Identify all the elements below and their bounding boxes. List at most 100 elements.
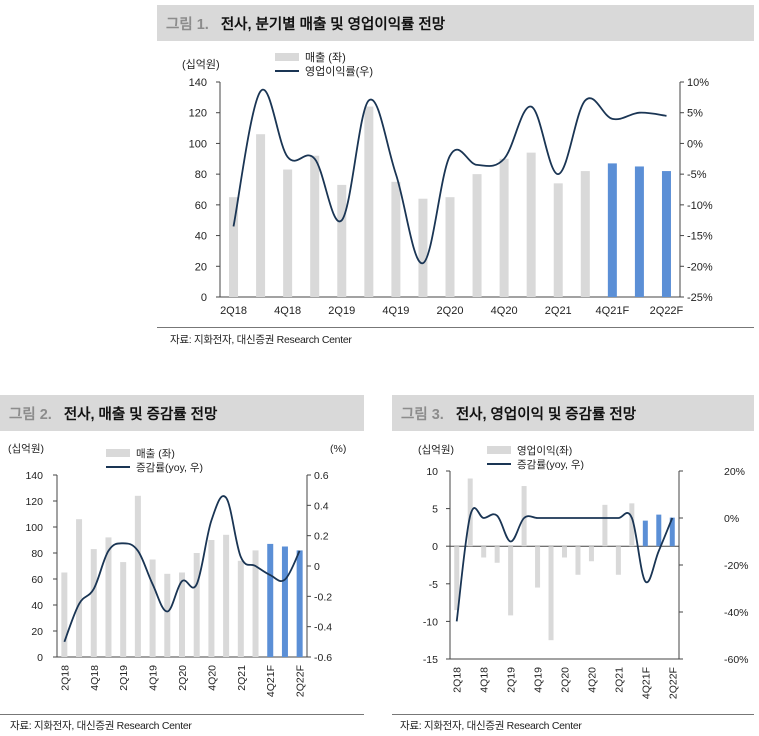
legend-line-label: 영업이익률(우) xyxy=(305,65,373,78)
right-tick-label: -5% xyxy=(687,169,707,181)
figure-1-source-divider xyxy=(157,327,754,328)
left-axis-unit: (십억원) xyxy=(182,58,220,71)
bar-3Q18 xyxy=(76,519,83,657)
figure-2-source: 자료: 지화전자, 대신증권 Research Center xyxy=(10,720,192,732)
legend-bar-label: 영업이익(좌) xyxy=(517,444,572,457)
x-tick-label: 2Q22F xyxy=(667,667,679,699)
bar-3Q19 xyxy=(364,106,374,297)
right-tick-label: 0% xyxy=(687,138,703,150)
right-tick-label: -25% xyxy=(687,292,713,304)
bar-2Q21 xyxy=(615,546,621,575)
legend-bar-label: 매출 (좌) xyxy=(136,448,175,460)
bar-4Q20 xyxy=(588,546,594,562)
x-tick-label: 2Q22F xyxy=(650,305,684,317)
x-tick-label: 2Q19 xyxy=(506,667,518,693)
x-tick-label: 4Q19 xyxy=(382,305,409,317)
left-tick-label: 80 xyxy=(195,169,207,181)
right-tick-label: -60% xyxy=(724,654,749,666)
x-tick-label: 4Q19 xyxy=(148,665,160,691)
bar-2Q19 xyxy=(337,184,347,297)
figure-3-header: 그림 3. 전사, 영업이익 및 증감률 전망 xyxy=(392,395,754,431)
bar-4Q19 xyxy=(535,546,541,588)
bar-1Q19 xyxy=(494,546,500,563)
bar-1Q21 xyxy=(602,504,608,547)
x-tick-label: 2Q20 xyxy=(560,667,572,693)
bar-4Q21F xyxy=(607,163,617,297)
left-tick-label: 0 xyxy=(37,652,43,664)
bar-3Q20 xyxy=(472,174,482,297)
right-tick-label: 0.6 xyxy=(314,470,329,482)
bar-1Q20 xyxy=(548,546,554,641)
left-tick-label: 100 xyxy=(189,138,207,150)
x-tick-label: 4Q18 xyxy=(89,665,101,691)
line-series-1 xyxy=(232,88,667,265)
figure-3-source: 자료: 지화전자, 대신증권 Research Center xyxy=(400,720,582,732)
figure-3-title: 전사, 영업이익 및 증감률 전망 xyxy=(455,406,637,423)
bar-2Q18 xyxy=(61,572,68,657)
x-tick-label: 2Q18 xyxy=(220,305,247,317)
bar-3Q18 xyxy=(256,134,266,297)
bar-1Q19 xyxy=(310,155,320,297)
x-tick-label: 4Q20 xyxy=(206,665,218,691)
bar-4Q21F xyxy=(642,520,648,547)
bar-1Q21 xyxy=(526,152,536,297)
x-tick-label: 4Q18 xyxy=(479,667,491,693)
x-tick-label: 4Q21F xyxy=(265,665,277,697)
right-tick-label: 20% xyxy=(724,466,745,478)
legend-line-label: 증감률(yoy, 우) xyxy=(136,462,203,474)
right-tick-label: -15% xyxy=(687,231,713,243)
bar-1Q20 xyxy=(418,198,428,297)
x-tick-label: 2Q21 xyxy=(236,665,248,691)
figure-3-label: 그림 3. xyxy=(401,406,444,423)
right-tick-label: -40% xyxy=(724,607,749,619)
bar-2Q22F xyxy=(296,550,303,657)
right-tick-label: 10% xyxy=(687,77,709,89)
left-tick-label: 10 xyxy=(426,466,438,478)
right-axis-unit: (%) xyxy=(330,443,346,455)
figure-1-header: 그림 1. 전사, 분기별 매출 및 영업이익률 전망 xyxy=(157,5,754,41)
figure-1-chart: 0 20 40 60 80 100 120 140 -25% -20% -15% -10% -5% 0% 5… xyxy=(182,51,713,317)
bar-1Q22F xyxy=(281,546,288,657)
x-tick-label: 2Q22F xyxy=(295,665,307,697)
figure-1-title: 전사, 분기별 매출 및 영업이익률 전망 xyxy=(220,16,446,33)
bar-3Q20 xyxy=(193,553,200,657)
right-tick-label: 0.2 xyxy=(314,531,329,543)
left-axis-unit: (십억원) xyxy=(8,443,44,455)
figure-1-label: 그림 1. xyxy=(166,16,209,33)
left-tick-label: 0 xyxy=(432,541,438,553)
left-tick-label: 100 xyxy=(25,522,43,534)
bar-3Q20 xyxy=(575,546,581,575)
x-tick-label: 2Q21 xyxy=(613,667,625,693)
right-tick-label: 0% xyxy=(724,513,739,525)
figure-2-label: 그림 2. xyxy=(9,406,52,423)
bar-2Q21 xyxy=(237,560,244,657)
legend-line-label: 증감률(yoy, 우) xyxy=(517,459,584,471)
x-tick-label: 4Q18 xyxy=(274,305,301,317)
bar-2Q19 xyxy=(120,562,127,657)
left-tick-label: 60 xyxy=(31,574,43,586)
bar-1Q21 xyxy=(223,534,230,657)
x-tick-label: 4Q21F xyxy=(640,667,652,699)
left-tick-label: 20 xyxy=(195,261,207,273)
bar-4Q20 xyxy=(499,158,509,297)
line-series-3 xyxy=(455,507,674,622)
figure-3-chart: -15 -10 -5 0 5 10 -60% -40% -20% 0% 20% (십억원) 2Q18 4Q… xyxy=(418,444,749,699)
left-tick-label: 40 xyxy=(195,231,207,243)
bar-4Q18 xyxy=(283,169,293,297)
x-tick-label: 2Q20 xyxy=(177,665,189,691)
figure-1-source: 자료: 지화전자, 대신증권 Research Center xyxy=(170,334,352,346)
left-tick-label: 140 xyxy=(189,77,207,89)
left-tick-label: 120 xyxy=(189,108,207,120)
bar-1Q19 xyxy=(105,537,112,657)
left-tick-label: 60 xyxy=(195,200,207,212)
left-tick-label: -15 xyxy=(423,654,438,666)
bar-4Q21F xyxy=(267,543,274,657)
figure-2-chart: 0 20 40 60 80 100 120 140 -0.6 -0.4 -0.2 0 0.2 0.4 0.6… xyxy=(8,443,346,697)
x-tick-label: 4Q19 xyxy=(533,667,545,693)
bar-3Q21 xyxy=(580,171,590,297)
left-tick-label: 20 xyxy=(31,626,43,638)
bar-2Q20 xyxy=(562,546,567,558)
bar-4Q20 xyxy=(208,540,215,657)
bar-2Q20 xyxy=(179,572,185,657)
x-tick-label: 2Q21 xyxy=(545,305,572,317)
